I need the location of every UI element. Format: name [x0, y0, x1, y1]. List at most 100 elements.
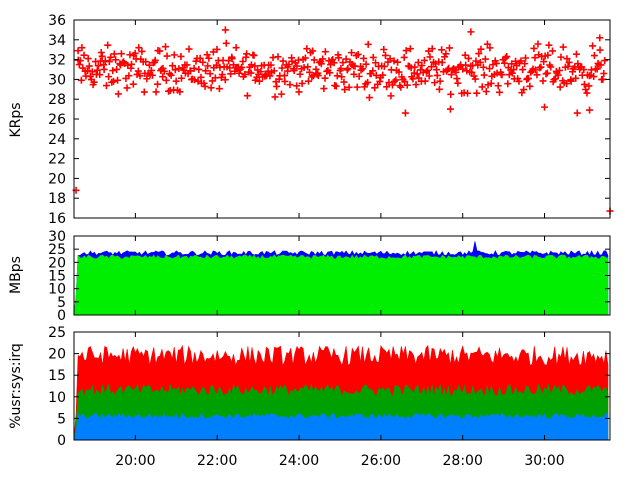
data-point: [385, 79, 393, 87]
data-point: [293, 62, 301, 70]
data-point: [257, 68, 265, 76]
data-point: [480, 71, 488, 79]
data-point: [517, 57, 525, 65]
y-tick-label: 32: [48, 53, 66, 69]
data-point: [329, 56, 337, 64]
data-point: [171, 66, 179, 74]
data-point-outlier: [573, 109, 581, 117]
data-point: [501, 59, 509, 67]
data-point: [301, 54, 309, 62]
data-point: [93, 66, 101, 74]
data-point-outlier: [446, 105, 454, 113]
data-point: [117, 50, 125, 58]
y-tick-label: 36: [48, 13, 66, 29]
data-point: [502, 54, 510, 62]
y-tick-label: 20: [48, 171, 66, 187]
data-point: [364, 78, 372, 86]
data-point: [239, 57, 247, 65]
data-point: [104, 41, 112, 49]
data-point: [372, 59, 380, 67]
y-tick-label: 20: [48, 255, 66, 271]
cpu-plot-area: [73, 331, 611, 441]
data-point: [406, 45, 414, 53]
data-point: [131, 49, 139, 57]
data-point: [176, 88, 184, 96]
data-point: [388, 81, 396, 89]
data-point: [520, 86, 528, 94]
data-point: [401, 78, 409, 86]
data-point: [125, 72, 133, 80]
data-point: [479, 63, 487, 71]
data-point: [196, 54, 204, 62]
data-point: [508, 69, 516, 77]
data-point: [475, 50, 483, 58]
data-point: [78, 44, 86, 52]
data-point: [447, 71, 455, 79]
data-point: [90, 78, 98, 86]
data-point: [359, 65, 367, 73]
data-point: [427, 63, 435, 71]
data-point: [583, 89, 591, 97]
data-point: [159, 73, 167, 81]
data-point: [486, 65, 494, 73]
data-point: [226, 64, 234, 72]
data-point: [379, 71, 387, 79]
data-point: [464, 89, 472, 97]
data-point: [222, 39, 230, 47]
data-point: [140, 88, 148, 96]
y-tick-label: 10: [48, 390, 66, 406]
area-series-sky: [73, 412, 609, 441]
data-point: [211, 74, 219, 82]
data-point: [524, 74, 532, 82]
data-point: [162, 76, 170, 84]
data-point: [241, 70, 249, 78]
data-point: [543, 69, 551, 77]
data-point: [492, 59, 500, 67]
data-point: [238, 63, 246, 71]
data-point: [235, 69, 243, 77]
data-point: [486, 44, 494, 52]
data-point: [321, 74, 329, 82]
data-point: [387, 92, 395, 100]
data-point: [76, 57, 84, 65]
data-point: [215, 85, 223, 93]
data-point: [450, 65, 458, 73]
data-point: [438, 46, 446, 54]
data-point: [413, 70, 421, 78]
data-point: [243, 92, 251, 100]
data-point: [572, 74, 580, 82]
data-point-outlier: [221, 26, 229, 34]
data-point: [326, 69, 334, 77]
data-point: [201, 82, 209, 90]
data-point: [508, 60, 516, 68]
mbps-plot-area: [73, 235, 611, 316]
data-point: [428, 45, 436, 53]
data-point-outlier: [586, 106, 594, 114]
data-point: [402, 47, 410, 55]
data-point: [582, 85, 590, 93]
data-point: [478, 83, 486, 91]
data-point: [380, 62, 388, 70]
data-point: [105, 58, 113, 66]
y-tick-label: 0: [57, 308, 66, 324]
data-point: [337, 65, 345, 73]
data-point: [487, 79, 495, 87]
data-point: [572, 50, 580, 58]
data-point: [540, 58, 548, 66]
data-point-outlier: [596, 34, 604, 42]
y-tick-label: 24: [48, 132, 66, 148]
data-point: [537, 63, 545, 71]
data-point: [563, 55, 571, 63]
panel-krps: 16 18 20 22 24 26 28 30 32 34 36 KRps: [8, 13, 614, 227]
data-point: [296, 70, 304, 78]
data-point: [134, 67, 142, 75]
y-tick-label: 34: [48, 33, 66, 49]
data-point: [556, 83, 564, 91]
data-point: [102, 82, 110, 90]
data-point: [143, 75, 151, 83]
data-point: [459, 65, 467, 73]
data-point: [521, 60, 529, 68]
x-tick-label: 30:00: [524, 453, 564, 469]
data-point: [218, 71, 226, 79]
data-point: [510, 66, 518, 74]
